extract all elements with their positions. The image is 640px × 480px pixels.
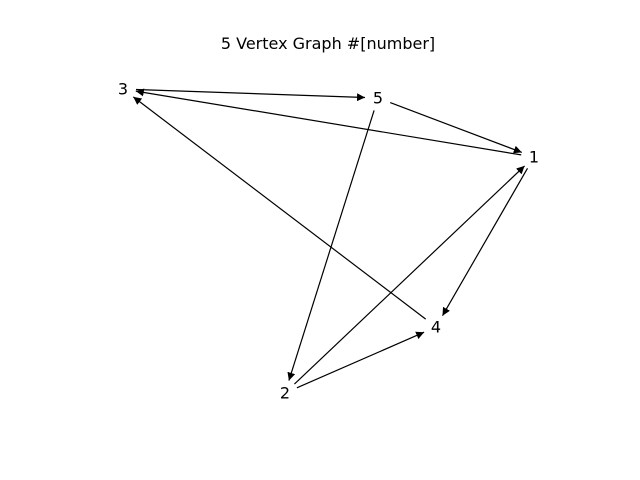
edge-5-to-1 [389,102,523,154]
edge-1-to-4 [441,168,529,316]
edge-3-to-5 [135,88,366,102]
nodes-layer: 1 2 3 4 5 [118,80,539,403]
node-2-label: 2 [280,384,290,403]
node-5-label: 5 [373,89,383,108]
node-4-label: 4 [431,318,441,337]
edge-2-to-4 [296,331,425,389]
edge-5-to-2 [287,110,375,381]
edge-4-to-3 [132,96,427,320]
node-3-label: 3 [118,80,128,99]
edge-2-to-1 [293,165,526,385]
edges-layer [132,88,529,389]
edge-1-to-3 [135,88,522,156]
graph-title: 5 Vertex Graph #[number] [221,34,435,53]
node-1-label: 1 [529,148,539,167]
